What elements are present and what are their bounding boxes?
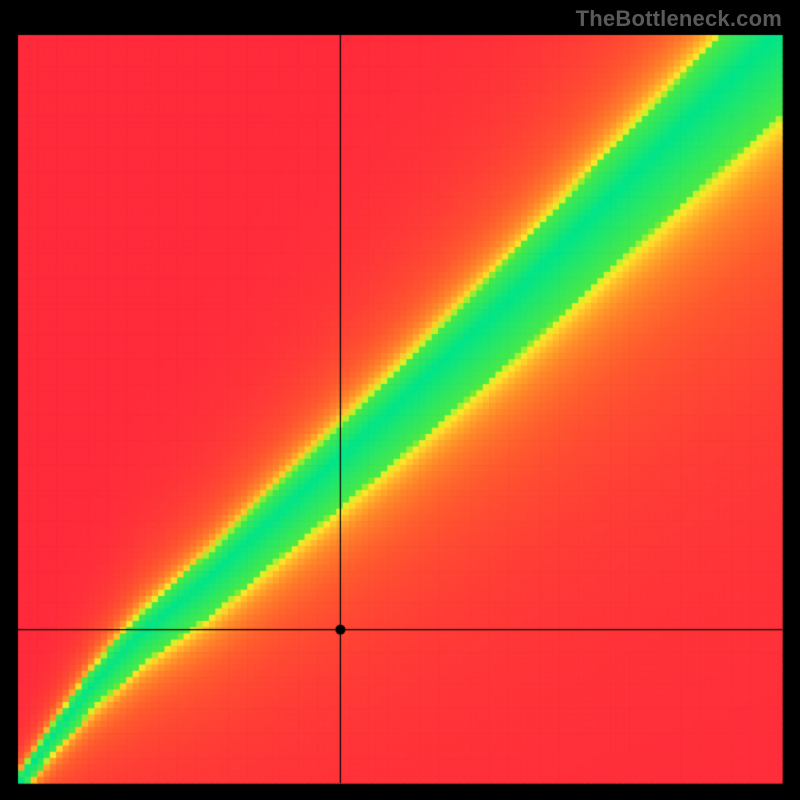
watermark-label: TheBottleneck.com (576, 6, 782, 32)
bottleneck-heatmap-canvas (0, 0, 800, 800)
